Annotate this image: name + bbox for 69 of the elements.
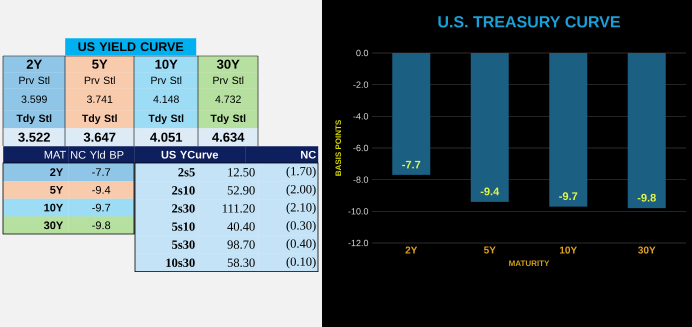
- text: NC Yld BP: [71, 150, 124, 159]
- text: Prv Stl: [213, 76, 244, 84]
- text: 3.647: [84, 132, 116, 142]
- chart-title: U.S. TREASURY CURVE: [438, 16, 620, 28]
- data-label: -9.7: [559, 192, 578, 200]
- x-tick-label: 5Y: [484, 246, 496, 254]
- text: 5Y: [92, 60, 108, 69]
- text: 2s30: [172, 204, 195, 213]
- text: (2.00): [286, 184, 316, 196]
- y-tick-label: 0.0: [356, 50, 368, 56]
- text: 4.051: [150, 132, 182, 142]
- text: 10Y: [155, 60, 178, 69]
- text: 2s5: [178, 168, 195, 176]
- text: Prv Stl: [19, 76, 50, 84]
- text: (2.10): [286, 202, 316, 214]
- text: US YIELD CURVE: [78, 42, 184, 52]
- text: Tdy Stl: [148, 114, 184, 124]
- text: 3.741: [86, 95, 112, 103]
- text: -9.7: [92, 204, 110, 212]
- x-tick-label: 30Y: [638, 246, 656, 254]
- text: (0.40): [286, 238, 316, 250]
- text: 5s10: [172, 222, 195, 231]
- text: 40.40: [227, 222, 255, 231]
- y-tick-label: -6.0: [353, 144, 368, 152]
- text: 5Y: [50, 186, 64, 194]
- text: Prv Stl: [151, 76, 182, 84]
- text: 30Y: [216, 60, 240, 69]
- text: -9.8: [92, 221, 110, 230]
- text: 4.732: [215, 95, 241, 103]
- y-tick-label: -4.0: [353, 113, 368, 120]
- y-axis-title: BASIS POINTS: [335, 120, 342, 176]
- text: 5s30: [172, 240, 195, 249]
- data-label: -9.4: [480, 188, 500, 196]
- text: -9.4: [92, 186, 110, 194]
- text: 10s30: [166, 258, 195, 267]
- text: (0.30): [286, 220, 316, 232]
- text: 2Y: [50, 168, 64, 176]
- text: Tdy Stl: [16, 114, 52, 124]
- text: 2Y: [26, 60, 42, 69]
- text: Tdy Stl: [210, 114, 246, 124]
- data-label: -7.7: [402, 160, 420, 168]
- text: 52.90: [228, 186, 255, 195]
- x-tick-label: 10Y: [560, 246, 577, 254]
- text: 4.634: [212, 132, 244, 142]
- text: -7.7: [92, 168, 110, 176]
- text: 10Y: [44, 204, 64, 212]
- text: 111.20: [222, 204, 255, 213]
- text: 58.30: [228, 258, 255, 267]
- text: 3.599: [21, 95, 47, 103]
- text: 98.70: [227, 240, 255, 249]
- y-tick-label: -2.0: [353, 81, 368, 88]
- data-label: -9.8: [638, 194, 656, 202]
- text: 3.522: [18, 132, 50, 142]
- x-tick-label: 2Y: [405, 246, 418, 254]
- text: Prv Stl: [84, 76, 115, 84]
- text: MAT: [44, 150, 66, 158]
- text: 2s10: [172, 186, 195, 195]
- text: 30Y: [44, 221, 64, 230]
- text: Tdy Stl: [82, 114, 117, 124]
- x-axis-title: MATURITY: [509, 260, 550, 266]
- text: 12.50: [228, 168, 255, 176]
- text: (1.70): [286, 166, 316, 178]
- y-tick-label: -10.0: [348, 208, 368, 215]
- y-tick-label: -8.0: [353, 176, 368, 183]
- text: 4.148: [153, 95, 179, 103]
- text: US YCurve: [162, 150, 218, 159]
- y-tick-label: -12.0: [348, 240, 368, 246]
- text: NC: [301, 150, 316, 159]
- text: (0.10): [286, 257, 316, 268]
